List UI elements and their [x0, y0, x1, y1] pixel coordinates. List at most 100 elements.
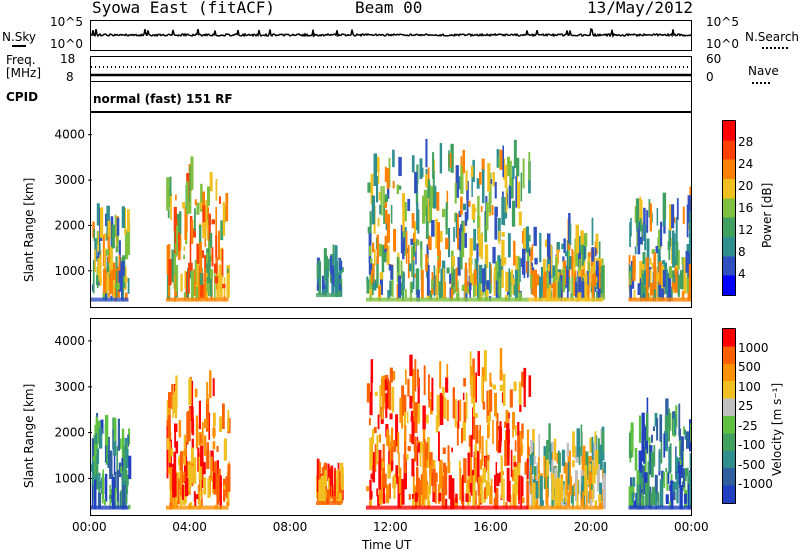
echo-mark [410, 416, 414, 422]
echo-mark [391, 460, 394, 471]
echo-mark [173, 451, 177, 483]
echo-mark [582, 491, 585, 506]
echo-mark [578, 245, 582, 253]
echo-mark [177, 478, 180, 505]
freq-label: Freq. [6, 53, 36, 67]
echo-mark [500, 455, 503, 483]
echo-mark [201, 497, 203, 507]
echo-mark [412, 472, 415, 499]
echo-mark [409, 354, 413, 377]
echo-mark [377, 494, 380, 506]
echo-mark [479, 264, 483, 285]
echo-mark [517, 422, 520, 436]
echo-mark [416, 403, 421, 424]
echo-mark [575, 224, 579, 254]
echo-mark [190, 156, 194, 190]
echo-mark [514, 440, 517, 452]
echo-mark [322, 289, 326, 296]
echo-mark [496, 421, 499, 451]
echo-mark [665, 398, 669, 427]
echo-mark [167, 466, 171, 475]
echo-mark [433, 459, 436, 469]
echo-mark [199, 202, 202, 209]
echo-mark [118, 263, 122, 292]
echo-mark [594, 287, 597, 292]
echo-mark [636, 484, 639, 503]
echo-mark [671, 281, 675, 290]
echo-mark [690, 238, 691, 264]
echo-mark [483, 350, 487, 382]
echo-mark [509, 389, 513, 408]
echo-mark [120, 466, 123, 473]
echo-mark [664, 415, 668, 434]
echo-mark [179, 491, 182, 506]
echo-mark [124, 276, 128, 283]
echo-mark [215, 179, 218, 201]
x-tick-label: 08:00 [272, 520, 308, 534]
echo-mark [554, 478, 559, 508]
echo-mark [366, 383, 371, 403]
echo-mark [425, 168, 428, 179]
echo-mark [384, 209, 388, 224]
echo-mark [339, 286, 343, 297]
echo-mark [455, 213, 458, 238]
echo-mark [632, 477, 636, 487]
echo-mark [402, 272, 405, 290]
echo-mark [598, 502, 603, 508]
echo-mark [368, 263, 372, 275]
echo-mark [594, 431, 597, 453]
echo-mark [121, 457, 124, 480]
echo-mark [640, 478, 644, 509]
echo-mark [316, 263, 319, 279]
echo-mark [564, 485, 567, 503]
echo-mark [475, 372, 477, 403]
echo-mark [441, 476, 445, 510]
echo-mark [480, 291, 483, 302]
echo-mark [96, 276, 99, 288]
echo-mark [382, 494, 386, 504]
echo-mark [111, 477, 115, 510]
echo-mark [655, 493, 658, 510]
echo-mark [426, 265, 430, 296]
echo-mark [533, 466, 537, 472]
echo-mark [378, 191, 381, 201]
echo-mark [392, 371, 396, 381]
echo-mark [400, 494, 403, 506]
echo-mark [681, 291, 685, 300]
echo-mark [484, 457, 487, 473]
echo-mark [430, 186, 433, 208]
echo-mark [189, 262, 193, 278]
nsearch-label: N.Search [745, 30, 800, 44]
echo-mark [644, 424, 646, 458]
echo-mark [416, 467, 419, 498]
echo-mark [498, 157, 501, 168]
echo-mark [182, 484, 184, 500]
echo-mark [98, 472, 101, 489]
echo-mark [401, 479, 405, 505]
echo-mark [517, 256, 520, 286]
echo-mark [435, 218, 438, 249]
echo-mark [474, 443, 477, 458]
echo-mark [339, 267, 342, 282]
echo-mark [492, 172, 495, 187]
echo-mark [681, 257, 685, 265]
echo-mark [97, 258, 101, 282]
echo-mark [577, 271, 579, 294]
echo-mark [653, 445, 656, 467]
echo-mark [325, 269, 328, 293]
echo-mark [404, 460, 407, 490]
echo-mark [189, 239, 192, 264]
echo-mark [170, 192, 172, 220]
echo-mark [402, 205, 405, 232]
echo-mark [477, 215, 481, 248]
echo-mark [534, 269, 538, 302]
echo-mark [508, 480, 511, 503]
echo-mark [225, 193, 229, 222]
echo-mark [453, 286, 456, 294]
echo-mark [190, 270, 195, 301]
echo-mark [198, 225, 202, 247]
echo-mark [329, 478, 331, 496]
echo-mark [507, 233, 511, 258]
echo-mark [470, 469, 474, 496]
echo-mark [477, 483, 480, 496]
